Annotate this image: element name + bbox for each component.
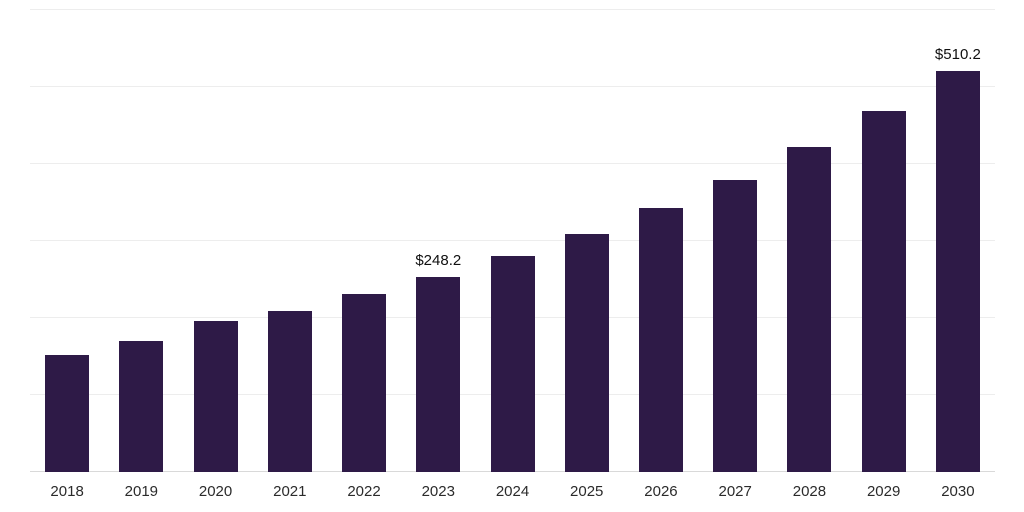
gridline bbox=[30, 163, 995, 164]
bar-2018 bbox=[45, 355, 90, 472]
x-axis-label-2024: 2024 bbox=[495, 483, 530, 500]
x-axis-label-2029: 2029 bbox=[866, 483, 901, 500]
x-axis-label-2019: 2019 bbox=[124, 483, 159, 500]
bar-value-label-2023: $248.2 bbox=[415, 252, 462, 269]
x-axis-label-2020: 2020 bbox=[198, 483, 233, 500]
x-axis-label-2025: 2025 bbox=[570, 483, 604, 500]
bar-2025 bbox=[564, 233, 609, 472]
gridline bbox=[30, 240, 995, 241]
bar-2019 bbox=[119, 340, 164, 472]
x-axis-label-2023: 2023 bbox=[421, 483, 455, 500]
bar-2029 bbox=[861, 110, 906, 472]
x-axis-label-2022: 2022 bbox=[347, 483, 381, 500]
x-axis-label-2030: 2030 bbox=[941, 483, 975, 500]
bar-2028 bbox=[787, 146, 832, 472]
x-axis-label-2021: 2021 bbox=[273, 483, 307, 500]
bar-2020 bbox=[193, 321, 238, 472]
bar-2026 bbox=[638, 207, 683, 472]
bar-2023 bbox=[416, 277, 461, 472]
bar-2027 bbox=[713, 179, 758, 472]
x-axis-label-2028: 2028 bbox=[792, 483, 827, 500]
x-axis-label-2027: 2027 bbox=[718, 483, 752, 500]
gridline bbox=[30, 9, 995, 10]
x-axis-label-2026: 2026 bbox=[644, 483, 678, 500]
x-axis-label-2018: 2018 bbox=[50, 483, 84, 500]
bar-2030 bbox=[935, 71, 980, 472]
bar-2022 bbox=[342, 293, 387, 472]
bar-2024 bbox=[490, 255, 535, 472]
bar-value-label-2030: $510.2 bbox=[934, 46, 981, 64]
bar-2021 bbox=[267, 311, 312, 472]
gridline bbox=[30, 86, 995, 87]
plot-area: 2018 2019 2020 2021 2022 2023 $248.2 2024 2025 20… bbox=[30, 9, 995, 500]
